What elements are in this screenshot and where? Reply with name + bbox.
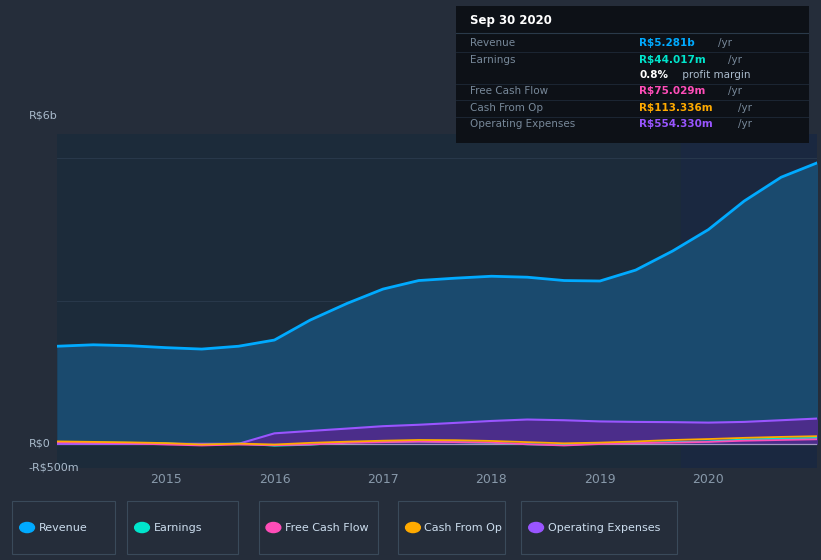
Text: /yr: /yr <box>738 119 752 129</box>
Bar <box>681 134 817 468</box>
Text: Sep 30 2020: Sep 30 2020 <box>470 14 552 27</box>
Text: Earnings: Earnings <box>470 54 516 64</box>
Text: /yr: /yr <box>728 86 742 96</box>
Text: /yr: /yr <box>738 102 752 113</box>
Text: Earnings: Earnings <box>154 522 202 533</box>
Text: Operating Expenses: Operating Expenses <box>548 522 660 533</box>
Text: R$5.281b: R$5.281b <box>640 38 695 48</box>
Text: R$44.017m: R$44.017m <box>640 54 706 64</box>
Text: R$554.330m: R$554.330m <box>640 119 713 129</box>
Text: 0.8%: 0.8% <box>640 69 668 80</box>
Text: Cash From Op: Cash From Op <box>470 102 543 113</box>
Text: Free Cash Flow: Free Cash Flow <box>470 86 548 96</box>
Text: R$6b: R$6b <box>29 110 57 120</box>
Text: R$75.029m: R$75.029m <box>640 86 705 96</box>
Text: Operating Expenses: Operating Expenses <box>470 119 575 129</box>
Text: /yr: /yr <box>718 38 732 48</box>
Text: -R$500m: -R$500m <box>29 463 80 473</box>
Text: Free Cash Flow: Free Cash Flow <box>285 522 369 533</box>
Text: Revenue: Revenue <box>39 522 87 533</box>
Text: Revenue: Revenue <box>470 38 515 48</box>
Text: /yr: /yr <box>728 54 742 64</box>
Text: Cash From Op: Cash From Op <box>424 522 502 533</box>
Text: R$0: R$0 <box>29 439 50 449</box>
Text: R$113.336m: R$113.336m <box>640 102 713 113</box>
Text: profit margin: profit margin <box>679 69 750 80</box>
